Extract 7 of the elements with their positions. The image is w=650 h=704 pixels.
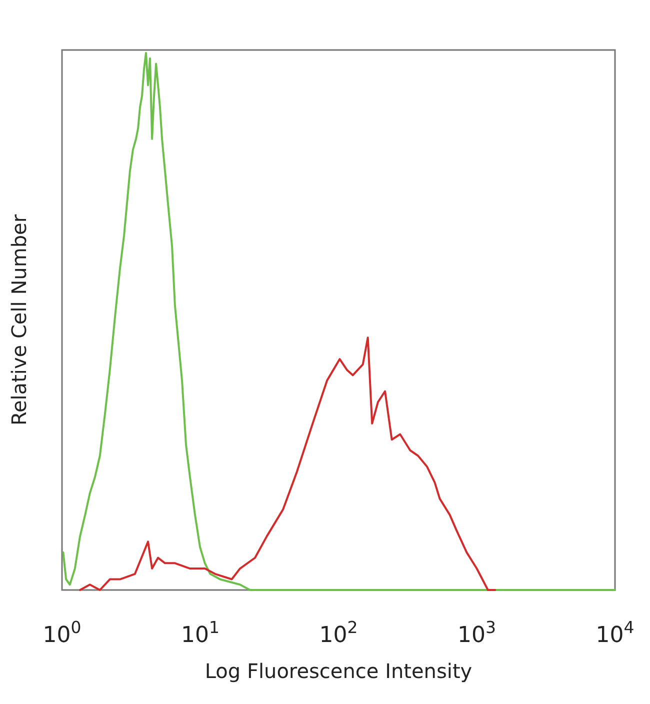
y-axis-title: Relative Cell Number [7,214,31,426]
x-axis-title: Log Fluorescence Intensity [204,659,472,683]
x-tick-label: 10$^{3}$ [458,618,496,648]
x-tick-label: 10$^{4}$ [596,618,634,648]
x-tick-label: 10$^{2}$ [319,618,358,648]
x-tick-label: 10$^{1}$ [181,618,220,648]
x-tick-label: 10$^{0}$ [42,618,82,648]
